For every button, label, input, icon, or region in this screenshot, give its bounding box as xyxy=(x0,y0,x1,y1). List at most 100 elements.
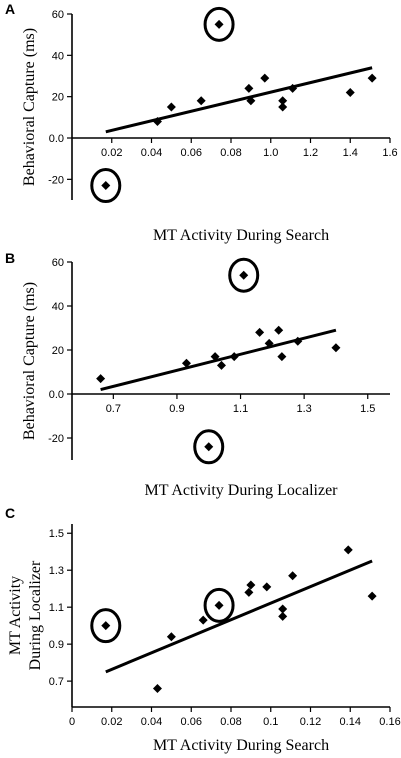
x-axis-title: MT Activity During Search xyxy=(153,227,329,244)
data-point xyxy=(367,591,377,601)
outlier-point xyxy=(204,442,214,452)
outlier-circle xyxy=(203,587,235,623)
data-point xyxy=(345,88,355,98)
panel-b-scatter: 60 40 20 0.0 -20 0.7 0.9 1.1 1.3 1.5 MT Activity D… xyxy=(21,257,390,499)
y-tick-label: 0.9 xyxy=(49,639,64,651)
data-point xyxy=(260,73,270,83)
data-point xyxy=(278,96,288,106)
data-point xyxy=(152,684,162,694)
outlier-circle xyxy=(203,6,235,42)
x-tick-label: 0.02 xyxy=(101,147,122,159)
x-tick-label: 0.06 xyxy=(181,147,202,159)
data-point xyxy=(166,632,176,642)
x-tick-label: 0.04 xyxy=(141,147,162,159)
data-point xyxy=(264,338,274,348)
data-point xyxy=(278,611,288,621)
x-tick-label: 1.4 xyxy=(343,147,358,159)
y-tick-label: 40 xyxy=(52,301,64,313)
x-tick-label: 0.02 xyxy=(101,716,122,728)
x-tick-label: 0.14 xyxy=(340,716,361,728)
x-tick-label: 1.1 xyxy=(233,403,248,415)
y-tick-label: 0.0 xyxy=(49,389,64,401)
outlier-point xyxy=(101,621,111,631)
y-tick-label: -20 xyxy=(48,174,64,186)
y-tick-label: 20 xyxy=(52,345,64,357)
outlier-circle xyxy=(228,257,260,293)
data-point xyxy=(343,545,353,555)
y-tick-label: 60 xyxy=(52,9,64,21)
outlier-circle xyxy=(193,429,225,465)
data-point xyxy=(255,327,265,337)
y-axis-title-line-1: MT Activity xyxy=(7,576,24,655)
panel-letter-c: C xyxy=(5,505,15,521)
y-axis-title: Behavioral Capture (ms) xyxy=(21,282,38,440)
outlier-point xyxy=(214,19,224,29)
outlier-point xyxy=(101,181,111,191)
y-tick-label: 20 xyxy=(52,92,64,104)
y-tick-label: -20 xyxy=(48,433,64,445)
outlier-point xyxy=(239,270,249,280)
y-tick-label: 1.1 xyxy=(49,602,64,614)
data-point xyxy=(288,571,298,581)
panel-letter-b: B xyxy=(5,250,15,266)
regression-line xyxy=(105,559,373,674)
x-tick-label: 0.04 xyxy=(141,716,162,728)
x-tick-label: 1.2 xyxy=(303,147,318,159)
outlier-circle xyxy=(90,608,122,644)
y-tick-label: 0.7 xyxy=(49,676,64,688)
data-point xyxy=(229,352,239,362)
x-axis-title: MT Activity During Search xyxy=(153,737,329,754)
x-tick-label: 0.16 xyxy=(379,716,400,728)
data-point xyxy=(181,358,191,368)
data-point xyxy=(198,615,208,625)
y-axis-title-line-2: During Localizer xyxy=(27,560,44,670)
x-tick-label: 0.7 xyxy=(106,403,121,415)
x-tick-label: 0.08 xyxy=(220,716,241,728)
data-point xyxy=(96,374,106,384)
y-axis-title: Behavioral Capture (ms) xyxy=(21,28,38,186)
x-axis-title: MT Activity During Localizer xyxy=(145,482,339,499)
data-point xyxy=(166,102,176,112)
y-axis-title: MT Activity During Localizer xyxy=(7,560,44,670)
data-point xyxy=(246,580,256,590)
x-tick-label: 0.06 xyxy=(181,716,202,728)
regression-line xyxy=(105,66,373,134)
outlier-circle xyxy=(90,168,122,204)
data-point xyxy=(288,83,298,93)
x-tick-label: 1.3 xyxy=(296,403,311,415)
x-tick-label: 0.9 xyxy=(169,403,184,415)
data-point xyxy=(277,352,287,362)
data-point xyxy=(246,96,256,106)
y-tick-label: 0.0 xyxy=(49,133,64,145)
data-point xyxy=(262,582,272,592)
data-point xyxy=(244,83,254,93)
x-tick-label: 1.0 xyxy=(263,147,278,159)
data-point xyxy=(244,587,254,597)
data-point xyxy=(278,102,288,112)
x-tick-label: 0 xyxy=(69,716,75,728)
x-tick-label: 0.08 xyxy=(220,147,241,159)
y-tick-label: 60 xyxy=(52,257,64,269)
y-tick-label: 1.5 xyxy=(49,528,64,540)
data-point xyxy=(152,116,162,126)
outlier-point xyxy=(214,600,224,610)
data-point xyxy=(293,336,303,346)
x-tick-label: 1.6 xyxy=(382,147,397,159)
data-point xyxy=(196,96,206,106)
data-point xyxy=(278,604,288,614)
panel-c-scatter: 1.5 1.3 1.1 0.9 0.7 0 0.02 0.04 0.06 0.08 0.1 0.12 0… xyxy=(7,524,401,754)
panel-a-scatter: 60 40 20 0.0 -20 0.02 0.04 0.06 0.08 1.0 1.2 1.4 1.6… xyxy=(21,6,398,244)
x-tick-label: 1.5 xyxy=(360,403,375,415)
data-point xyxy=(216,360,226,370)
y-tick-label: 1.3 xyxy=(49,565,64,577)
data-point xyxy=(274,325,284,335)
x-tick-label: 0.1 xyxy=(263,716,278,728)
panel-letter-a: A xyxy=(5,1,15,17)
data-point xyxy=(367,73,377,83)
x-tick-label: 0.12 xyxy=(300,716,321,728)
data-point xyxy=(210,352,220,362)
y-tick-label: 40 xyxy=(52,50,64,62)
regression-line xyxy=(100,328,337,392)
data-point xyxy=(331,343,341,353)
